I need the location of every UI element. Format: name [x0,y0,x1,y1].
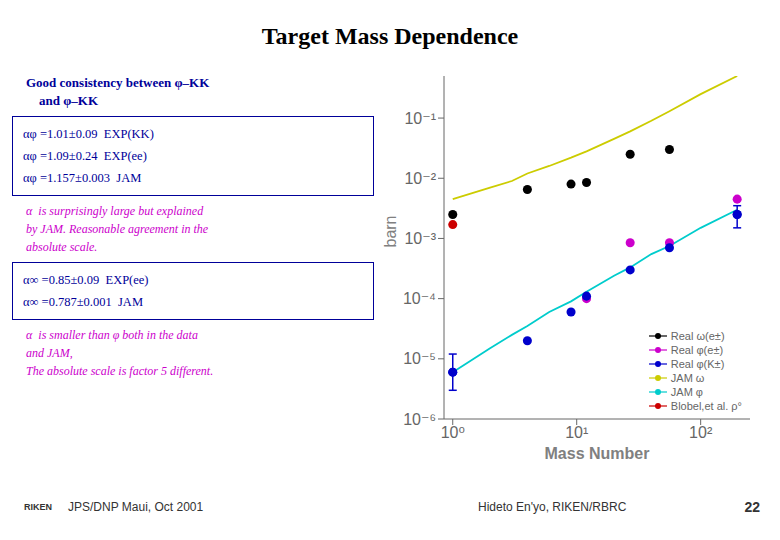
svg-text:barn: barn [382,215,399,247]
html-text:Blobel,et al. ρ°: Blobel,et al. ρ° [670,400,742,412]
html-text:Hideto En'yo, RIKEN/RBRC: Hideto En'yo, RIKEN/RBRC [478,500,627,514]
html-text:Good consistency between φ–KK: Good consistency between φ–KK [26,75,210,90]
html-text:α∞ =0.787±0.001 JAM: α∞ =0.787±0.001 JAM [23,295,143,309]
html-text:and φ–KK: and φ–KK [26,93,98,108]
html-text:The absolute scale is factor 5: The absolute scale is factor 5 different… [26,364,214,378]
html-text:αφ =1.01±0.09 EXP(KK): αφ =1.01±0.09 EXP(KK) [23,127,154,141]
html-text:αφ =1.09±0.24 EXP(ee): αφ =1.09±0.24 EXP(ee) [23,149,147,163]
svg-text:10¹: 10¹ [565,424,588,441]
html-text:Real φ(e±): Real φ(e±) [670,344,724,356]
html-text:Target Mass Dependence: Target Mass Dependence [261,22,519,49]
svg-text:10⁰: 10⁰ [441,424,465,441]
html-text:α is smaller than φ both in th: α is smaller than φ both in the data [26,328,198,342]
html-text:α∞ =0.85±0.09 EXP(ee): α∞ =0.85±0.09 EXP(ee) [23,273,149,287]
html-text:α is surprisingly large but ex: α is surprisingly large but explained [26,204,204,218]
svg-text:10⁻⁴: 10⁻⁴ [403,290,436,307]
html-text:JPS/DNP Maui, Oct 2001: JPS/DNP Maui, Oct 2001 [68,500,204,514]
html-text:RIKEN: RIKEN [24,502,52,512]
html-text:22: 22 [744,499,760,515]
html-text:JAM φ: JAM φ [670,386,703,398]
svg-text:10⁻⁶: 10⁻⁶ [403,411,436,428]
html-text:Real φ(K±): Real φ(K±) [670,358,725,370]
svg-text:10²: 10² [689,424,713,441]
svg-text:10⁻³: 10⁻³ [404,230,436,247]
html-text:αφ =1.157±0.003 JAM: αφ =1.157±0.003 JAM [23,171,142,185]
html-text:Real ω(e±): Real ω(e±) [670,330,725,342]
html-text:by JAM. Reasonable agreement i: by JAM. Reasonable agreement in the [26,222,209,236]
html-text:absolute scale.: absolute scale. [26,240,98,254]
html-text:JAM ω: JAM ω [670,372,705,384]
svg-text:10⁻²: 10⁻² [404,170,436,187]
html-text:and JAM,: and JAM, [26,346,73,360]
svg-text:10⁻¹: 10⁻¹ [404,110,436,127]
svg-text:10⁻⁵: 10⁻⁵ [403,350,436,367]
svg-text:Mass Number: Mass Number [545,445,650,462]
